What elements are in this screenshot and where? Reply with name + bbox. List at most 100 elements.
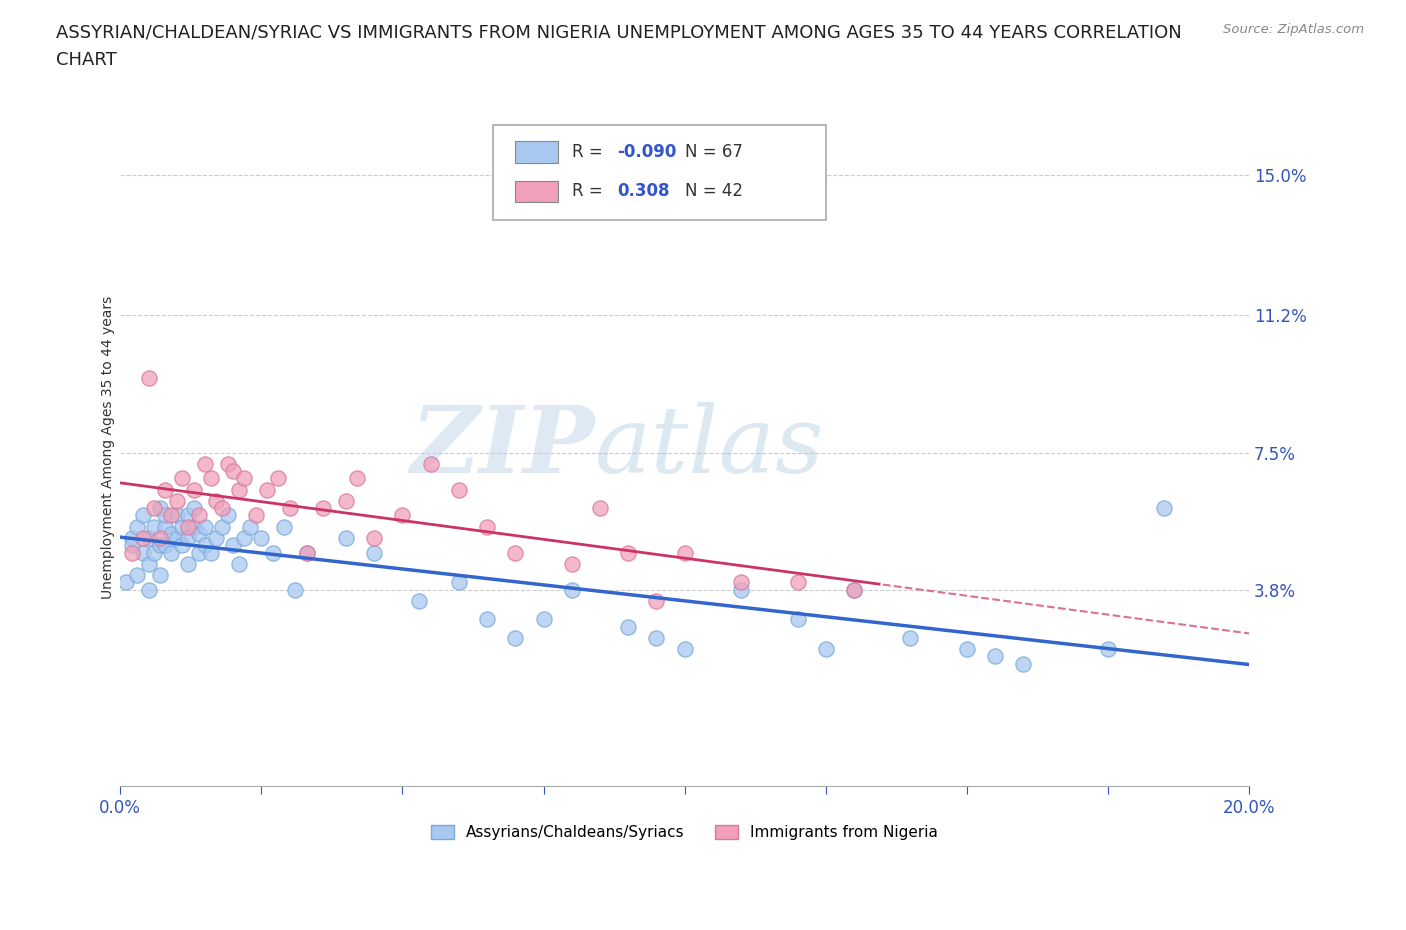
Point — [127, 519, 149, 534]
Point — [673, 545, 696, 560]
Point — [155, 482, 177, 497]
Text: Source: ZipAtlas.com: Source: ZipAtlas.com — [1223, 23, 1364, 36]
Point — [188, 508, 211, 523]
Point — [166, 530, 188, 545]
Point — [205, 493, 228, 508]
Point — [194, 538, 217, 552]
Point — [160, 508, 183, 523]
Point — [177, 519, 200, 534]
Point — [177, 530, 200, 545]
Point — [138, 371, 160, 386]
Point — [132, 545, 155, 560]
Point — [295, 545, 318, 560]
Point — [166, 493, 188, 508]
Point — [617, 619, 640, 634]
Point — [188, 526, 211, 541]
Point — [814, 642, 837, 657]
Point — [786, 612, 808, 627]
Point — [155, 519, 177, 534]
Text: 0.308: 0.308 — [617, 182, 669, 200]
Point — [121, 545, 143, 560]
Text: ZIP: ZIP — [411, 402, 595, 492]
Point — [149, 538, 172, 552]
Point — [222, 463, 245, 478]
Point — [149, 500, 172, 515]
Point — [239, 519, 262, 534]
Point — [447, 575, 470, 590]
Point — [233, 471, 256, 485]
Text: atlas: atlas — [595, 402, 824, 492]
Point — [155, 538, 177, 552]
Point — [363, 545, 385, 560]
Point — [363, 530, 385, 545]
Point — [160, 526, 183, 541]
Point — [132, 530, 155, 545]
Point — [842, 582, 865, 597]
Text: R =: R = — [572, 182, 607, 200]
Point — [245, 508, 267, 523]
Point — [256, 482, 278, 497]
Point — [194, 519, 217, 534]
Point — [183, 519, 205, 534]
Point — [730, 575, 752, 590]
Point — [155, 508, 177, 523]
Point — [183, 482, 205, 497]
Point — [561, 556, 583, 571]
Text: -0.090: -0.090 — [617, 143, 676, 161]
Point — [505, 631, 527, 645]
Point — [673, 642, 696, 657]
Point — [589, 500, 612, 515]
Legend: Assyrians/Chaldeans/Syriacs, Immigrants from Nigeria: Assyrians/Chaldeans/Syriacs, Immigrants … — [425, 818, 945, 846]
Point — [177, 508, 200, 523]
Point — [505, 545, 527, 560]
Point — [284, 582, 307, 597]
Point — [233, 530, 256, 545]
Point — [121, 530, 143, 545]
Point — [335, 530, 357, 545]
Point — [250, 530, 273, 545]
Point — [127, 567, 149, 582]
Point — [115, 575, 138, 590]
Point — [217, 457, 239, 472]
Y-axis label: Unemployment Among Ages 35 to 44 years: Unemployment Among Ages 35 to 44 years — [101, 296, 115, 599]
Point — [262, 545, 284, 560]
Point — [786, 575, 808, 590]
Point — [172, 519, 194, 534]
Point — [228, 556, 250, 571]
Point — [295, 545, 318, 560]
Point — [172, 538, 194, 552]
Point — [222, 538, 245, 552]
Point — [138, 582, 160, 597]
Point — [149, 567, 172, 582]
Point — [312, 500, 335, 515]
Point — [335, 493, 357, 508]
Point — [121, 538, 143, 552]
Point — [200, 471, 222, 485]
Point — [475, 519, 498, 534]
Point — [143, 545, 166, 560]
Point — [346, 471, 368, 485]
Point — [177, 556, 200, 571]
Point — [408, 593, 430, 608]
Text: N = 42: N = 42 — [685, 182, 742, 200]
Point — [419, 457, 441, 472]
Point — [138, 556, 160, 571]
Point — [217, 508, 239, 523]
Point — [132, 508, 155, 523]
Point — [561, 582, 583, 597]
Point — [391, 508, 413, 523]
Point — [143, 500, 166, 515]
Point — [211, 519, 233, 534]
Point — [1012, 657, 1035, 671]
Point — [645, 593, 668, 608]
Point — [200, 545, 222, 560]
Point — [138, 530, 160, 545]
Point — [183, 500, 205, 515]
Point — [211, 500, 233, 515]
Point — [278, 500, 301, 515]
Point — [730, 582, 752, 597]
Point — [533, 612, 555, 627]
Point — [149, 530, 172, 545]
Point — [188, 545, 211, 560]
Point — [166, 508, 188, 523]
